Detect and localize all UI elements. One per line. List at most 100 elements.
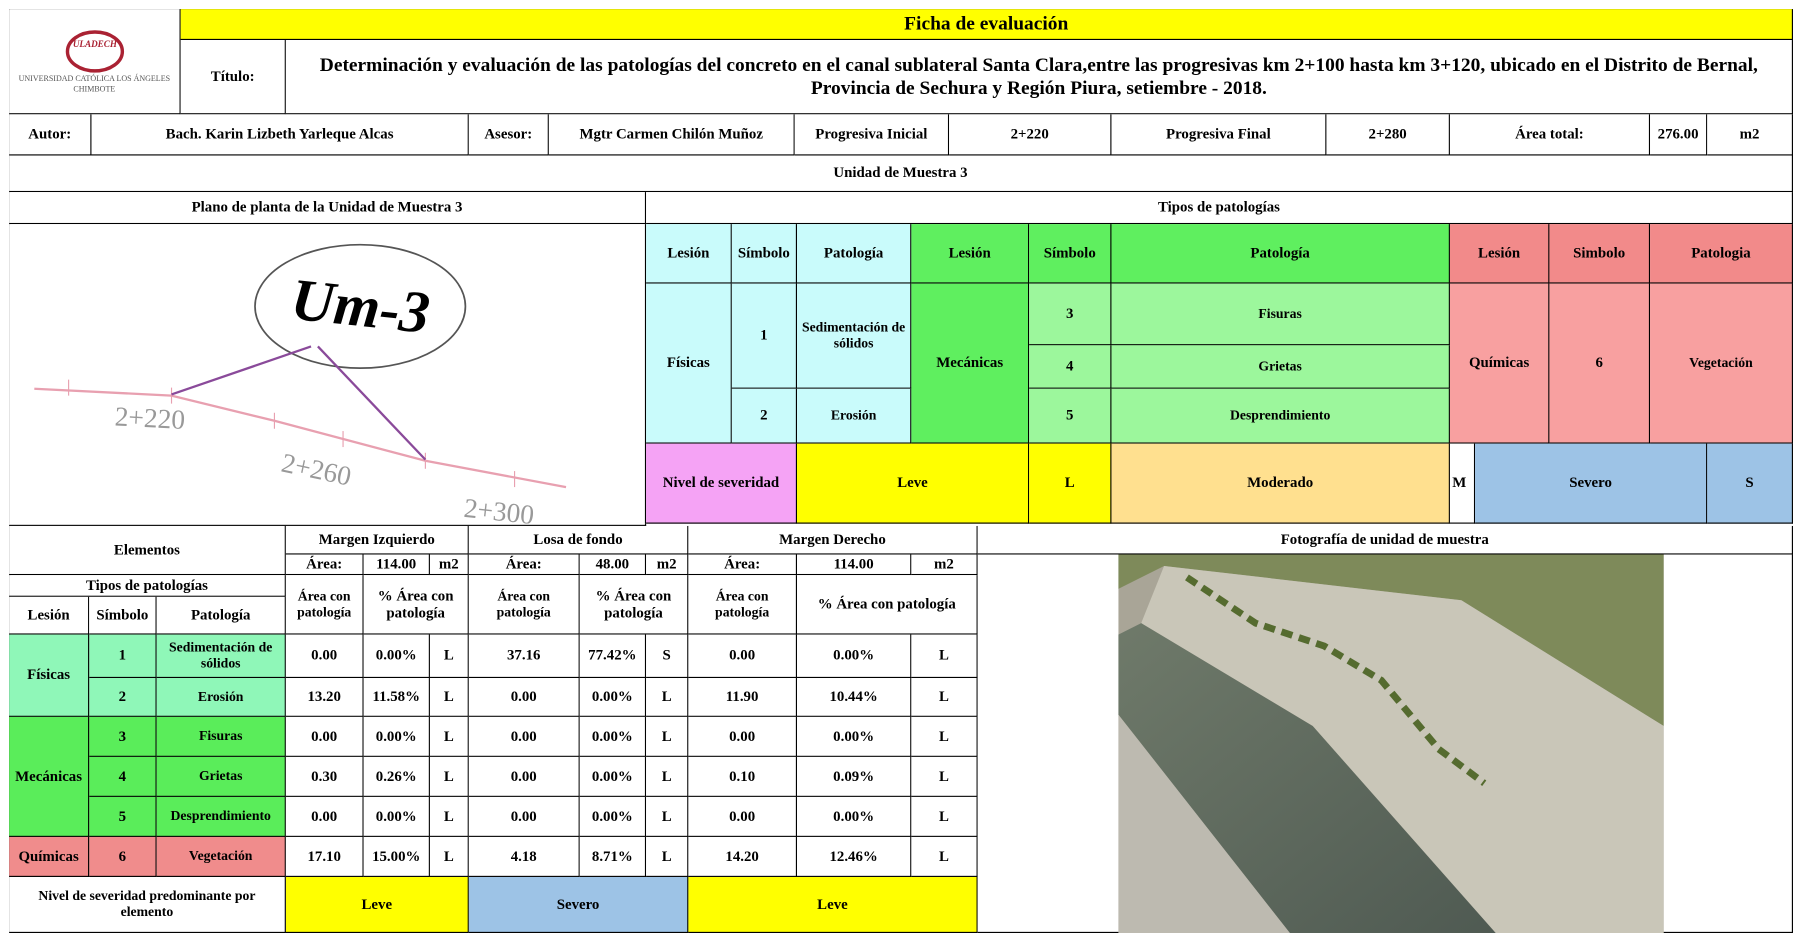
pathology-name: Fisuras — [1111, 283, 1450, 346]
area-value: 114.00 — [363, 554, 430, 576]
pathology-area: 0.00 — [468, 678, 580, 717]
pathology-area: 17.10 — [285, 836, 364, 877]
logo-ring — [65, 30, 124, 74]
symbol: 5 — [1029, 388, 1112, 444]
pathology-area: 0.00 — [285, 634, 364, 679]
pathology-percent: 0.00% — [797, 796, 912, 837]
severity-label: Nivel de severidad — [646, 443, 798, 524]
unit-title: Unidad de Muestra 3 — [9, 155, 1793, 193]
severity-code: L — [911, 836, 978, 877]
station-label: 2+260 — [279, 448, 354, 492]
plan-cell: Um-3 2+220 2+260 2+300 — [9, 224, 647, 526]
severity-code: L — [646, 756, 689, 797]
pathology-percent: 8.71% — [579, 836, 647, 877]
info-area-label: Área total: — [1449, 114, 1651, 156]
photo-title: Fotografía de unidad de muestra — [977, 525, 1793, 555]
title-line: Determinación y evaluación de las patolo… — [319, 54, 1758, 76]
type-header: Lesión — [1449, 224, 1550, 284]
type-header: Patología — [1111, 224, 1450, 284]
logo-name: ULADECH — [72, 39, 117, 49]
area-value: 114.00 — [797, 554, 912, 576]
element-name: Margen Derecho — [688, 525, 978, 555]
severity-code: L — [911, 716, 978, 757]
severity-code: S — [1707, 443, 1793, 524]
info-advisor-label: Asesor: — [468, 114, 549, 156]
pathology-percent: 0.26% — [363, 756, 430, 797]
area-unit: m2 — [911, 554, 978, 576]
pathology-area: 0.00 — [285, 716, 364, 757]
logo-subtitle: UNIVERSIDAD CATÓLICA LOS ÁNGELES — [18, 74, 171, 84]
pathology-name: Erosión — [797, 388, 912, 444]
severity-code: L — [429, 836, 469, 877]
pathology-area: 37.16 — [468, 634, 580, 679]
pathology-name: Vegetación — [1650, 283, 1793, 444]
predominant-severity: Leve — [285, 876, 469, 933]
lesion-name: Químicas — [1449, 283, 1550, 444]
predominant-severity: Severo — [468, 876, 689, 933]
pathology-area: 0.00 — [688, 796, 798, 837]
pathology-area-label: Área con patología — [468, 575, 580, 635]
symbol: 5 — [89, 796, 157, 837]
info-author-label: Autor: — [9, 114, 92, 156]
pathology-area: 0.00 — [688, 634, 798, 679]
pathology-area-label: Área con patología — [688, 575, 798, 635]
elements-label: Elementos — [9, 525, 286, 576]
info-end: 2+280 — [1326, 114, 1450, 156]
station-label: 2+300 — [462, 493, 535, 526]
vegetation — [1185, 574, 1487, 786]
pathology-name: Fisuras — [156, 716, 286, 757]
info-end-label: Progresiva Final — [1111, 114, 1327, 156]
area-label: Área: — [468, 554, 580, 576]
severity-code: L — [429, 756, 469, 797]
title-line: Provincia de Sechura y Región Piura, set… — [810, 76, 1267, 99]
logo-cell: ULADECH UNIVERSIDAD CATÓLICA LOS ÁNGELES C… — [9, 9, 181, 115]
symbol: 1 — [89, 634, 157, 679]
pathology-percent-label: % Área con patología — [797, 575, 978, 635]
pathology-percent-label: % Área con patología — [579, 575, 689, 635]
pathology-percent: 0.00% — [797, 634, 912, 679]
type-header: Lesión — [911, 224, 1030, 284]
area-label: Área: — [285, 554, 364, 576]
type-header: Símbolo — [1029, 224, 1112, 284]
info-advisor: Mgtr Carmen Chilón Muñoz — [548, 114, 795, 156]
canal-photo — [1118, 554, 1664, 933]
pathology-area-label: Área con patología — [285, 575, 364, 635]
pathology-area: 0.00 — [468, 716, 580, 757]
left-wall — [1118, 714, 1290, 933]
pathology-name: Desprendimiento — [1111, 388, 1450, 444]
pathology-area: 0.00 — [468, 756, 580, 797]
symbol: 1 — [731, 283, 798, 389]
symbol: 2 — [89, 678, 157, 717]
column-header: Patología — [156, 596, 286, 635]
leader — [171, 345, 312, 396]
pathology-area: 0.30 — [285, 756, 364, 797]
pathology-area: 0.00 — [688, 716, 798, 757]
pathology-area: 14.20 — [688, 836, 798, 877]
title-text: Determinación y evaluación de las patolo… — [285, 40, 1793, 115]
types-label: Tipos de patologías — [9, 575, 286, 597]
plan-drawing: Um-3 2+220 2+260 2+300 — [34, 243, 567, 526]
info-start-label: Progresiva Inicial — [794, 114, 950, 156]
type-header: Lesión — [646, 224, 732, 284]
element-name: Margen Izquierdo — [285, 525, 469, 555]
severity-code: L — [429, 716, 469, 757]
sheet-title: Ficha de evaluación — [180, 9, 1793, 41]
pathology-area: 11.90 — [688, 678, 798, 717]
pathology-area: 0.00 — [285, 796, 364, 837]
symbol: 4 — [1029, 345, 1112, 389]
pathology-percent: 0.00% — [579, 796, 647, 837]
area-unit: m2 — [646, 554, 689, 576]
predominant-severity: Leve — [688, 876, 978, 933]
pathology-percent: 0.00% — [363, 796, 430, 837]
severity-code: L — [429, 678, 469, 717]
severity-code: L — [911, 756, 978, 797]
info-area: 276.00 — [1650, 114, 1708, 156]
type-header: Patologia — [1650, 224, 1793, 284]
column-header: Lesión — [9, 596, 90, 635]
severity-code: L — [911, 678, 978, 717]
severity-code: S — [646, 634, 689, 679]
pathology-name: Grietas — [1111, 345, 1450, 389]
right-wall — [1141, 565, 1664, 933]
pathology-area: 13.20 — [285, 678, 364, 717]
